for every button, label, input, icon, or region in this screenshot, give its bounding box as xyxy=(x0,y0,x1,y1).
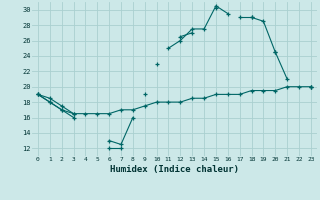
X-axis label: Humidex (Indice chaleur): Humidex (Indice chaleur) xyxy=(110,165,239,174)
